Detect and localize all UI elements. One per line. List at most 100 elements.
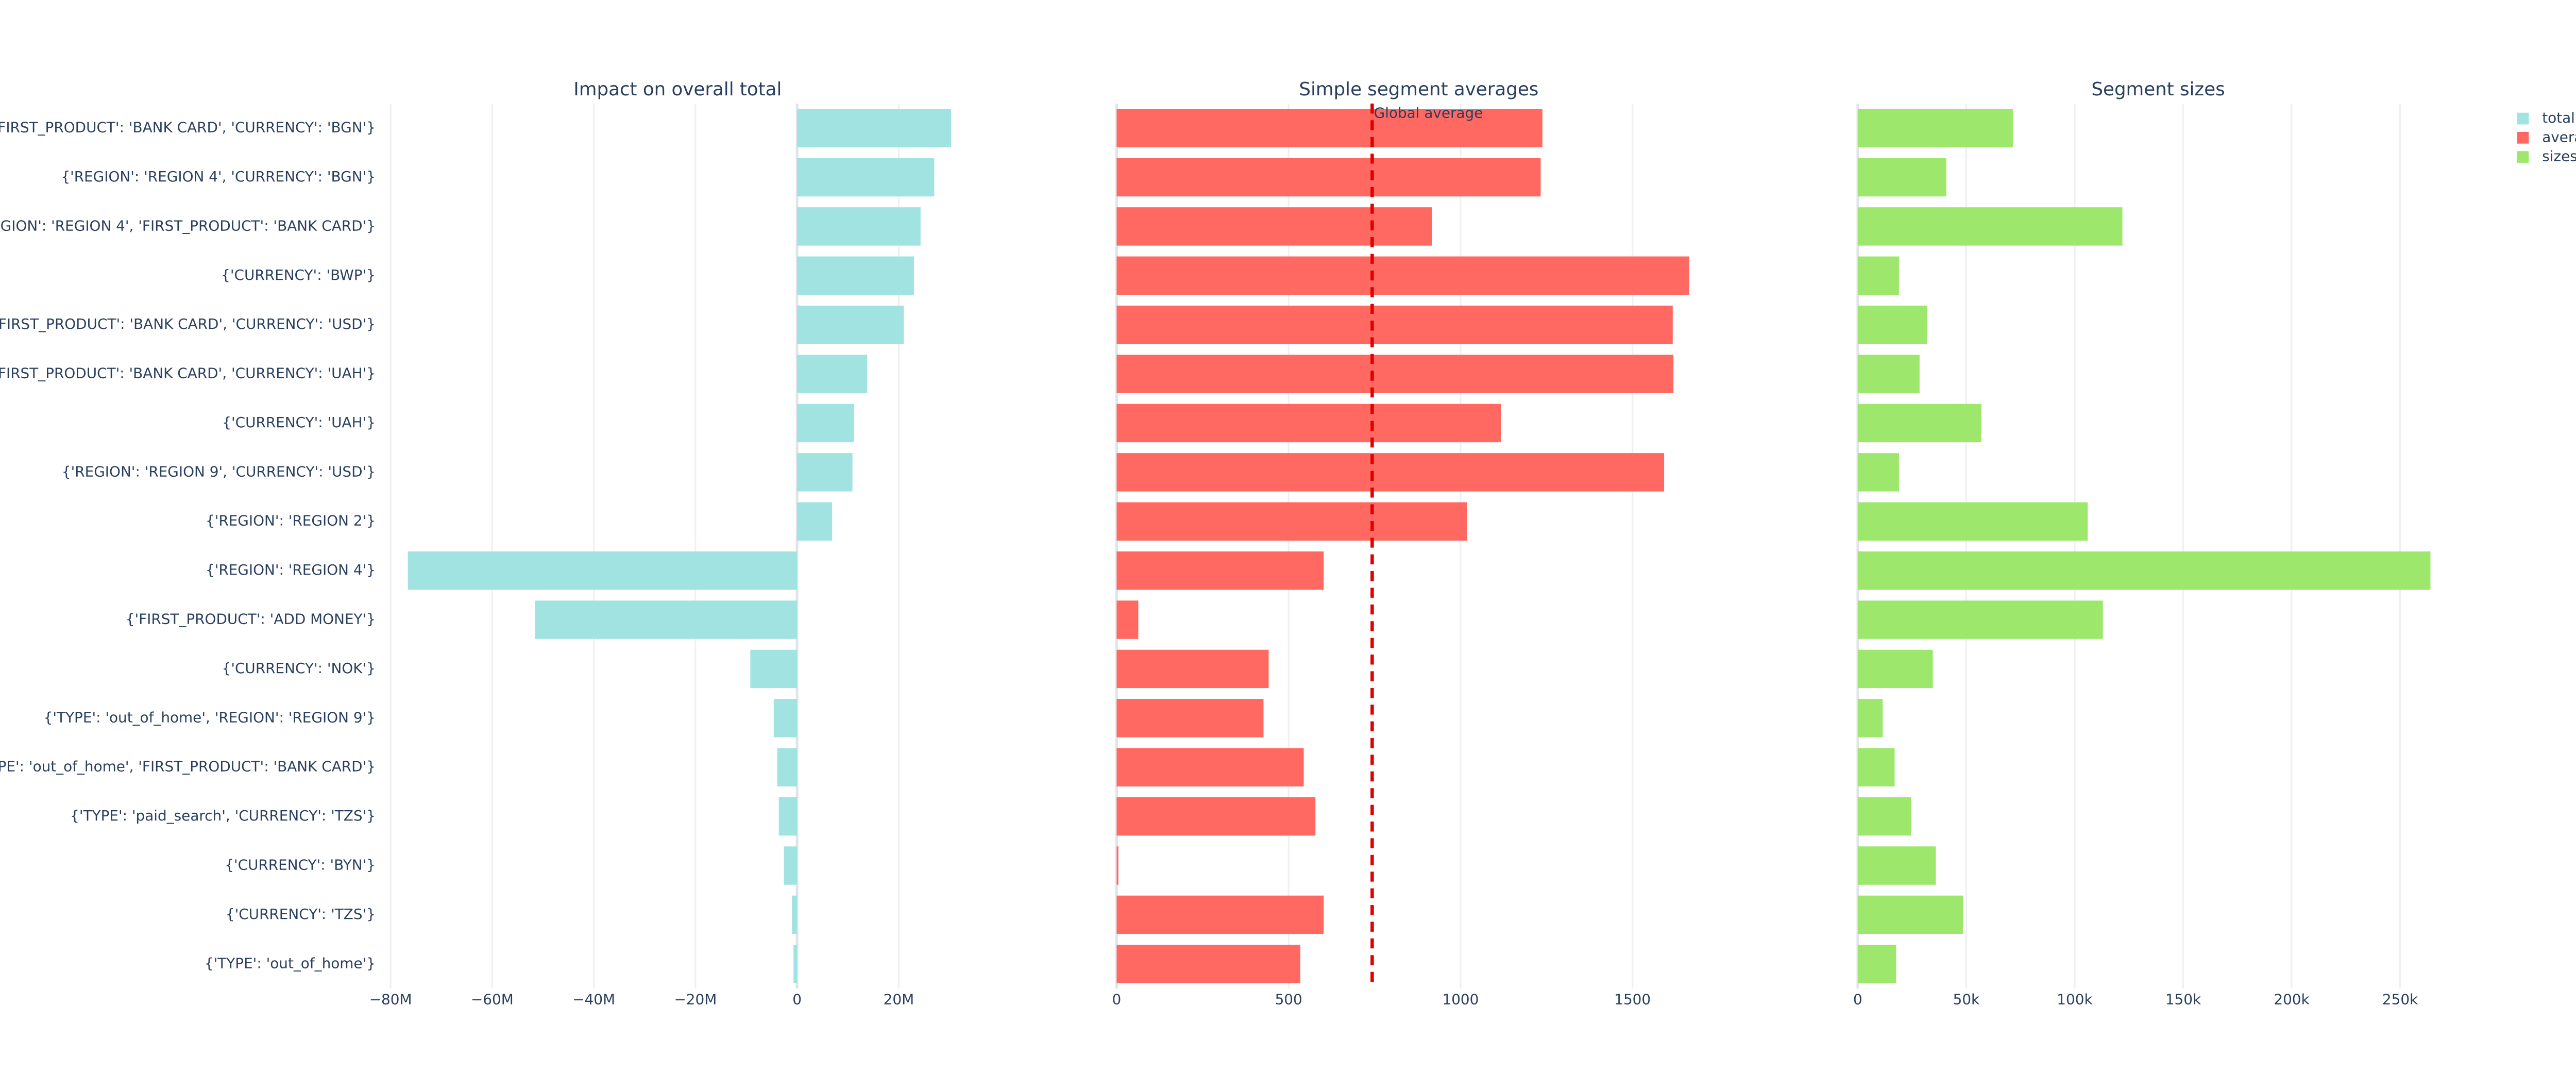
x-tick-label: 0	[792, 991, 802, 1008]
bar	[1116, 158, 1541, 197]
bar	[1116, 600, 1139, 639]
y-tick-label: {'TYPE': 'out_of_home'}	[205, 954, 376, 971]
y-tick-label: {'FIRST_PRODUCT': 'ADD MONEY'}	[126, 611, 376, 628]
bar	[1857, 895, 1963, 934]
bar	[1857, 846, 1936, 885]
bar	[1116, 846, 1118, 885]
legend-swatch[interactable]	[2517, 131, 2529, 144]
bar	[1116, 453, 1665, 492]
bar	[1857, 649, 1933, 689]
legend-swatch[interactable]	[2517, 112, 2529, 125]
y-tick-label: {'CURRENCY': 'UAH'}	[222, 414, 376, 431]
bar	[1857, 355, 1920, 393]
x-tick-label: 250k	[2382, 991, 2418, 1008]
bar	[797, 502, 833, 541]
bar	[773, 699, 798, 738]
x-tick-label: 50k	[1953, 991, 1980, 1008]
bar	[1116, 551, 1324, 590]
subplot-title: Simple segment averages	[1299, 79, 1538, 100]
subplot-title: Impact on overall total	[573, 79, 782, 100]
bar	[1857, 158, 1946, 197]
x-tick-label: −20M	[674, 991, 717, 1008]
bar	[1116, 699, 1264, 738]
bar	[1857, 502, 2088, 541]
x-tick-label: 0	[1853, 991, 1862, 1008]
bar	[797, 158, 935, 197]
bar	[797, 109, 951, 147]
bar	[793, 945, 798, 983]
bar	[792, 895, 798, 934]
bar	[784, 846, 798, 885]
y-tick-label: {'CURRENCY': 'BYN'}	[225, 856, 376, 873]
y-tick-label: {'CURRENCY': 'BWP'}	[221, 266, 376, 283]
bar	[1857, 600, 2103, 639]
bar	[1857, 109, 2013, 147]
bar	[535, 600, 798, 639]
bar	[797, 355, 868, 393]
bar	[1116, 305, 1673, 344]
subplot-title: Segment sizes	[2091, 79, 2225, 100]
y-tick-label: {'TYPE': 'out_of_home', 'FIRST_PRODUCT':…	[0, 758, 376, 775]
bar	[1116, 502, 1467, 541]
y-tick-label: {'FIRST_PRODUCT': 'BANK CARD', 'CURRENCY…	[0, 315, 376, 332]
bar	[1857, 551, 2431, 590]
legend-label[interactable]: sizes	[2542, 148, 2576, 165]
bar	[797, 453, 853, 492]
x-tick-label: −80M	[369, 991, 412, 1008]
bar	[408, 551, 798, 590]
y-tick-label: {'REGION': 'REGION 4'}	[206, 561, 376, 578]
y-tick-label: {'TYPE': 'paid_search', 'CURRENCY': 'TZS…	[70, 807, 376, 824]
bar	[1857, 404, 1981, 443]
bar	[1857, 945, 1896, 983]
bar	[1116, 109, 1543, 147]
bar	[1857, 748, 1895, 786]
y-tick-label: {'REGION': 'REGION 4', 'FIRST_PRODUCT': …	[0, 217, 376, 234]
bar	[1116, 895, 1324, 934]
x-tick-label: 500	[1275, 991, 1302, 1008]
bar	[1116, 404, 1501, 443]
bar	[1116, 797, 1316, 836]
y-tick-label: {'CURRENCY': 'NOK'}	[222, 660, 376, 677]
bar	[1116, 355, 1674, 393]
y-tick-label: {'REGION': 'REGION 9', 'CURRENCY': 'USD'…	[62, 463, 376, 480]
x-tick-label: 1000	[1442, 991, 1479, 1008]
bar	[797, 256, 914, 295]
reference-label: Global average	[1374, 104, 1483, 121]
bar	[1116, 207, 1432, 246]
y-tick-label: {'CURRENCY': 'TZS'}	[226, 906, 376, 923]
bar	[1857, 256, 1899, 295]
bar	[1116, 649, 1269, 689]
bar	[1116, 256, 1689, 295]
y-tick-label: {'FIRST_PRODUCT': 'BANK CARD', 'CURRENCY…	[0, 119, 376, 136]
x-tick-label: 0	[1112, 991, 1122, 1008]
x-tick-label: 150k	[2165, 991, 2201, 1008]
x-tick-label: −40M	[572, 991, 615, 1008]
y-tick-label: {'REGION': 'REGION 4', 'CURRENCY': 'BGN'…	[61, 168, 376, 185]
x-tick-label: 1500	[1614, 991, 1651, 1008]
bar	[1857, 797, 1911, 836]
y-tick-label: {'REGION': 'REGION 2'}	[206, 512, 376, 529]
y-tick-label: {'FIRST_PRODUCT': 'BANK CARD', 'CURRENCY…	[0, 365, 376, 382]
legend-label[interactable]: averages	[2542, 128, 2576, 145]
x-tick-label: 200k	[2274, 991, 2310, 1008]
bar	[797, 207, 921, 246]
bar	[1857, 305, 1927, 344]
x-tick-label: 100k	[2057, 991, 2093, 1008]
bar	[797, 404, 854, 443]
bar	[750, 649, 798, 689]
bar	[1116, 945, 1300, 983]
bar	[1857, 207, 2123, 246]
legend-swatch[interactable]	[2517, 151, 2529, 163]
bar	[1857, 453, 1899, 492]
bar	[777, 748, 798, 786]
y-tick-label: {'TYPE': 'out_of_home', 'REGION': 'REGIO…	[44, 709, 376, 726]
bar	[778, 797, 798, 836]
x-tick-label: −60M	[471, 991, 514, 1008]
x-tick-label: 20M	[884, 991, 914, 1008]
bar	[1116, 748, 1304, 786]
bar	[1857, 699, 1883, 738]
bar	[797, 305, 904, 344]
legend-label[interactable]: total	[2542, 109, 2575, 126]
